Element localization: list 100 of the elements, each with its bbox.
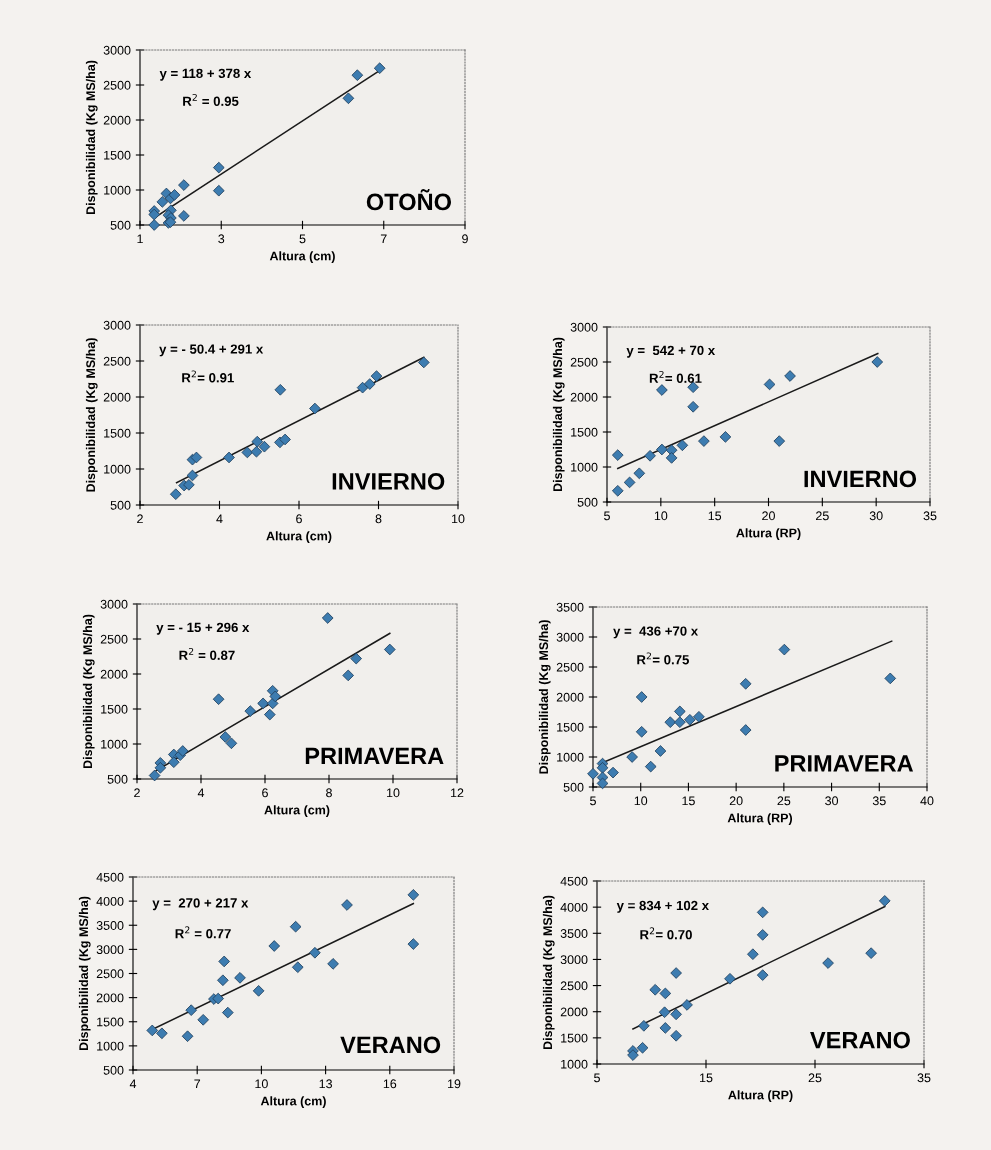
annotation: VERANO <box>810 1031 910 1049</box>
annotation: INVIERNO <box>804 470 917 488</box>
y-tick-label: 3500 <box>560 929 588 938</box>
y-tick-label: 2500 <box>103 80 131 90</box>
x-axis-title: Altura (cm) <box>260 1096 326 1108</box>
y-tick-label: 3000 <box>556 632 584 642</box>
x-tick-label: 5 <box>299 234 306 244</box>
y-tick-label: 2500 <box>560 981 588 991</box>
annotation: PRIMAVERA <box>775 755 914 772</box>
y-tick-label: 2500 <box>556 662 584 672</box>
x-tick-label: 25 <box>808 1073 822 1083</box>
y-axis-title: Disponibilidad (Kg MS/ha) <box>552 337 565 492</box>
x-tick-label: 7 <box>380 234 387 244</box>
y-tick-label: 2000 <box>100 669 128 679</box>
y-tick-label: 3000 <box>100 599 128 609</box>
x-tick-label: 10 <box>654 511 668 521</box>
y-tick-label: 1500 <box>571 427 598 437</box>
x-tick-label: 5 <box>604 511 610 521</box>
x-tick-label: 12 <box>451 788 464 798</box>
y-tick-label: 4000 <box>560 902 588 912</box>
y-tick-label: 1000 <box>561 1059 588 1069</box>
y-tick-label: 500 <box>107 774 128 784</box>
x-tick-label: 10 <box>255 1079 268 1089</box>
annotation: INVIERNO <box>332 473 445 490</box>
annotation: VERANO <box>340 1036 441 1054</box>
x-tick-label: 30 <box>825 796 839 806</box>
x-axis-title: Altura (cm) <box>266 531 332 543</box>
y-axis-title: Disponibilidad (Kg MS/ha) <box>85 338 98 492</box>
y-tick-label: 2000 <box>103 115 131 125</box>
y-axis-title: Disponibilidad (Kg MS/ha) <box>538 620 551 774</box>
annotation: PRIMAVERA <box>305 747 444 765</box>
x-tick-label: 25 <box>816 511 829 521</box>
y-tick-label: 4000 <box>96 896 124 906</box>
x-tick-label: 35 <box>917 1073 931 1083</box>
x-tick-label: 4 <box>129 1079 137 1089</box>
x-tick-label: 2 <box>134 788 140 798</box>
x-tick-label: 7 <box>194 1079 201 1089</box>
y-tick-label: 500 <box>110 500 131 510</box>
x-tick-label: 3 <box>218 234 225 244</box>
y-tick-label: 2500 <box>100 634 128 644</box>
x-tick-label: 4 <box>216 514 223 524</box>
x-tick-label: 6 <box>296 514 302 524</box>
y-tick-label: 1000 <box>104 185 131 195</box>
y-tick-label: 3000 <box>96 945 124 955</box>
x-tick-label: 20 <box>729 796 743 806</box>
x-tick-label: 13 <box>319 1079 332 1089</box>
x-axis-title: Altura (cm) <box>269 251 335 263</box>
y-axis-title: Disponibilidad (Kg MS/ha) <box>78 896 91 1051</box>
y-tick-label: 2000 <box>556 692 584 702</box>
y-tick-label: 2000 <box>96 993 124 1003</box>
annotation: R$^{2}$= 0.75 <box>637 652 689 665</box>
y-tick-label: 1000 <box>104 464 131 474</box>
x-tick-label: 16 <box>383 1079 397 1089</box>
x-tick-label: 15 <box>700 1073 713 1083</box>
annotation: OTOÑO <box>366 189 452 211</box>
x-tick-label: 4 <box>197 788 205 798</box>
x-tick-label: 9 <box>462 234 468 244</box>
x-tick-label: 35 <box>872 796 886 806</box>
y-tick-label: 500 <box>563 782 584 792</box>
x-tick-label: 30 <box>869 511 883 521</box>
annotation: R$^{2}$= 0.61 <box>649 370 702 383</box>
y-tick-label: 2500 <box>570 357 598 367</box>
x-tick-label: 35 <box>923 511 937 521</box>
y-axis-title: Disponibilidad (Kg MS/ha) <box>542 895 555 1050</box>
x-tick-label: 20 <box>762 511 775 521</box>
x-tick-label: 1 <box>137 234 143 244</box>
y-tick-label: 1000 <box>97 1041 124 1051</box>
x-axis-title: Altura (cm) <box>264 805 330 817</box>
y-tick-label: 1000 <box>101 739 128 749</box>
annotation: y = 270 + 217 x <box>152 898 249 911</box>
annotation: y = - 50.4 + 291 x <box>159 344 264 357</box>
x-tick-label: 15 <box>708 511 722 521</box>
annotation: y = 118 + 378 x <box>159 68 252 81</box>
x-tick-label: 5 <box>590 796 596 806</box>
y-axis-title: Disponibilidad (Kg MS/ha) <box>82 614 95 769</box>
y-tick-label: 2500 <box>103 356 131 366</box>
annotation: R$^{2}$= 0.91 <box>182 370 234 383</box>
x-tick-label: 40 <box>920 796 934 806</box>
y-tick-label: 3000 <box>560 955 588 965</box>
y-tick-label: 1000 <box>557 752 584 762</box>
annotation: y = 834 + 102 x <box>616 900 709 913</box>
y-tick-label: 1500 <box>101 704 128 714</box>
y-tick-label: 2000 <box>560 1007 588 1017</box>
x-tick-label: 19 <box>448 1079 461 1089</box>
y-tick-label: 3000 <box>103 45 131 55</box>
y-tick-label: 500 <box>103 1065 124 1075</box>
y-tick-label: 1500 <box>561 1033 588 1043</box>
x-tick-label: 10 <box>634 796 648 806</box>
y-tick-label: 1000 <box>571 462 598 472</box>
y-tick-label: 2500 <box>96 969 124 979</box>
y-axis-title: Disponibilidad (Kg MS/ha) <box>85 60 98 215</box>
x-tick-label: 8 <box>375 514 382 524</box>
y-tick-label: 1500 <box>97 1017 124 1027</box>
x-tick-label: 25 <box>777 796 791 806</box>
x-axis-title: Altura (RP) <box>736 528 801 540</box>
y-tick-label: 1500 <box>104 150 131 160</box>
x-tick-label: 5 <box>594 1073 600 1083</box>
y-tick-label: 3000 <box>570 322 598 332</box>
y-tick-label: 1500 <box>557 722 584 732</box>
y-tick-label: 3500 <box>96 921 124 930</box>
